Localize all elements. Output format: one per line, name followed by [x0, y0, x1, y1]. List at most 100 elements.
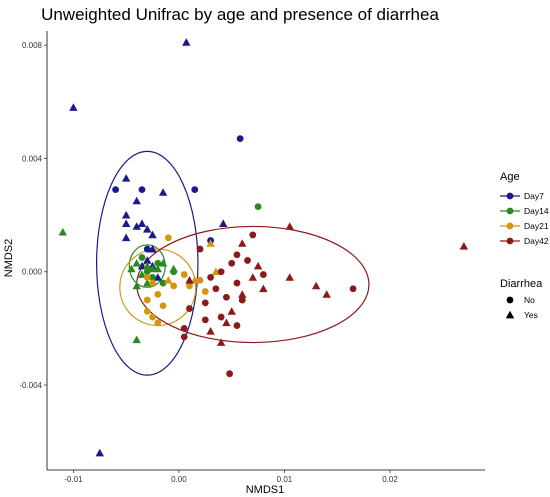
point-day42-no [180, 333, 188, 341]
legend-age-label: Day42 [524, 236, 549, 246]
point-day42-no [259, 271, 267, 278]
legend-diarrhea-swatch [505, 310, 515, 319]
point-day42-yes [259, 284, 268, 293]
legend-age-entries: Day7 Day14 Day21 Day42 [500, 191, 549, 246]
point-day42-yes [227, 307, 236, 315]
point-day42-no [207, 274, 214, 281]
point-day42-yes [238, 290, 247, 298]
point-day42-yes [185, 276, 194, 284]
point-day7-yes [121, 233, 131, 242]
point-day14-no [170, 268, 178, 276]
point-day7-yes [137, 261, 147, 270]
point-day42-no [233, 322, 241, 329]
point-day14-yes [143, 278, 152, 287]
point-day21-no [159, 302, 167, 310]
point-day42-yes [322, 290, 331, 298]
point-day14-yes [58, 227, 68, 236]
point-day7-yes [121, 174, 131, 182]
legend-age-label: Day21 [524, 221, 549, 231]
legend-age-swatch [506, 222, 514, 230]
point-day14-yes [153, 264, 163, 273]
point-day21-no [154, 291, 162, 298]
point-day7-yes [95, 448, 104, 457]
point-day42-yes [285, 222, 294, 230]
point-day21-no [164, 234, 172, 242]
point-day42-no [244, 257, 251, 264]
point-day21-yes [211, 267, 221, 276]
point-day42-no [226, 370, 233, 378]
legend-diarrhea-title: Diarrhea [500, 278, 543, 290]
point-day42-yes [238, 239, 247, 247]
point-day7-no [112, 186, 120, 194]
legend-age-title: Age [500, 171, 520, 183]
point-day14-no [143, 268, 151, 276]
point-day21-no [143, 296, 151, 304]
point-day7-yes [148, 230, 157, 239]
point-day14-yes [158, 259, 168, 267]
point-day14-no [254, 203, 262, 211]
y-tick-label: 0.000 [22, 268, 43, 277]
x-tick-label: 0.01 [277, 475, 293, 484]
point-day7-no [138, 186, 146, 194]
point-day7-yes [158, 188, 168, 196]
y-tick-label: 0.008 [22, 41, 43, 50]
point-day42-no [228, 259, 236, 267]
point-day42-yes [459, 242, 469, 250]
point-day21-no [143, 274, 151, 281]
point-day42-no [233, 251, 241, 259]
point-day7-yes [132, 196, 141, 205]
plot-area: -0.01 0.00 0.01 0.02 -0.004 0.000 0.004 0.008 [19, 31, 485, 484]
point-day7-no [191, 186, 199, 194]
legend-age-label: Day14 [524, 206, 549, 216]
point-day42-no [201, 316, 209, 324]
x-tick-label: 0.02 [382, 475, 398, 484]
point-day42-yes [311, 281, 321, 290]
point-day42-yes [206, 327, 215, 335]
point-day42-yes [216, 338, 226, 346]
legend: Age Day7 Day14 Day21 Day42 Diarrhea No Yes [500, 171, 549, 320]
point-day42-no [233, 279, 241, 287]
point-day42-no [186, 305, 193, 312]
point-day21-no [149, 279, 156, 287]
point-day42-yes [248, 273, 258, 281]
y-tick-label: 0.004 [22, 154, 43, 163]
point-day7-yes [182, 38, 191, 46]
legend-diarrhea-label: No [524, 295, 535, 305]
point-day42-no [349, 285, 357, 293]
point-day42-no [249, 231, 257, 239]
point-day21-no [143, 307, 151, 315]
legend-age-swatch [506, 237, 514, 245]
point-day42-no [212, 285, 220, 293]
points-layer [58, 38, 469, 457]
point-day14-yes [132, 335, 141, 344]
point-day14-yes [132, 259, 141, 267]
point-day42-yes [285, 273, 294, 281]
point-day21-yes [206, 239, 215, 247]
point-day42-no [217, 313, 225, 321]
point-day42-yes [222, 318, 231, 327]
legend-age-swatch [506, 192, 514, 200]
legend-diarrhea-swatch [506, 296, 514, 304]
point-day14-no [159, 279, 167, 287]
point-day21-no [154, 319, 162, 327]
point-day42-yes [253, 261, 263, 270]
point-day7-yes [153, 273, 163, 281]
point-day7-yes [121, 210, 131, 219]
y-tick-label: -0.004 [19, 381, 42, 390]
point-day7-yes [148, 244, 157, 253]
point-day7-yes [121, 219, 131, 227]
point-day42-no [238, 296, 246, 304]
legend-age-swatch [506, 207, 514, 215]
point-day7-yes [219, 219, 228, 227]
x-axis-label: NMDS1 [246, 484, 285, 496]
point-day21-no [186, 282, 193, 290]
y-axis-ticks: -0.004 0.000 0.004 0.008 [19, 41, 47, 390]
x-tick-label: -0.01 [64, 475, 83, 484]
point-day7-yes [69, 103, 78, 111]
point-day14-no [149, 274, 156, 281]
point-day21-no [201, 288, 209, 295]
point-day21-yes [190, 276, 199, 284]
point-day7-yes [143, 256, 152, 264]
point-day7-no [143, 245, 151, 253]
